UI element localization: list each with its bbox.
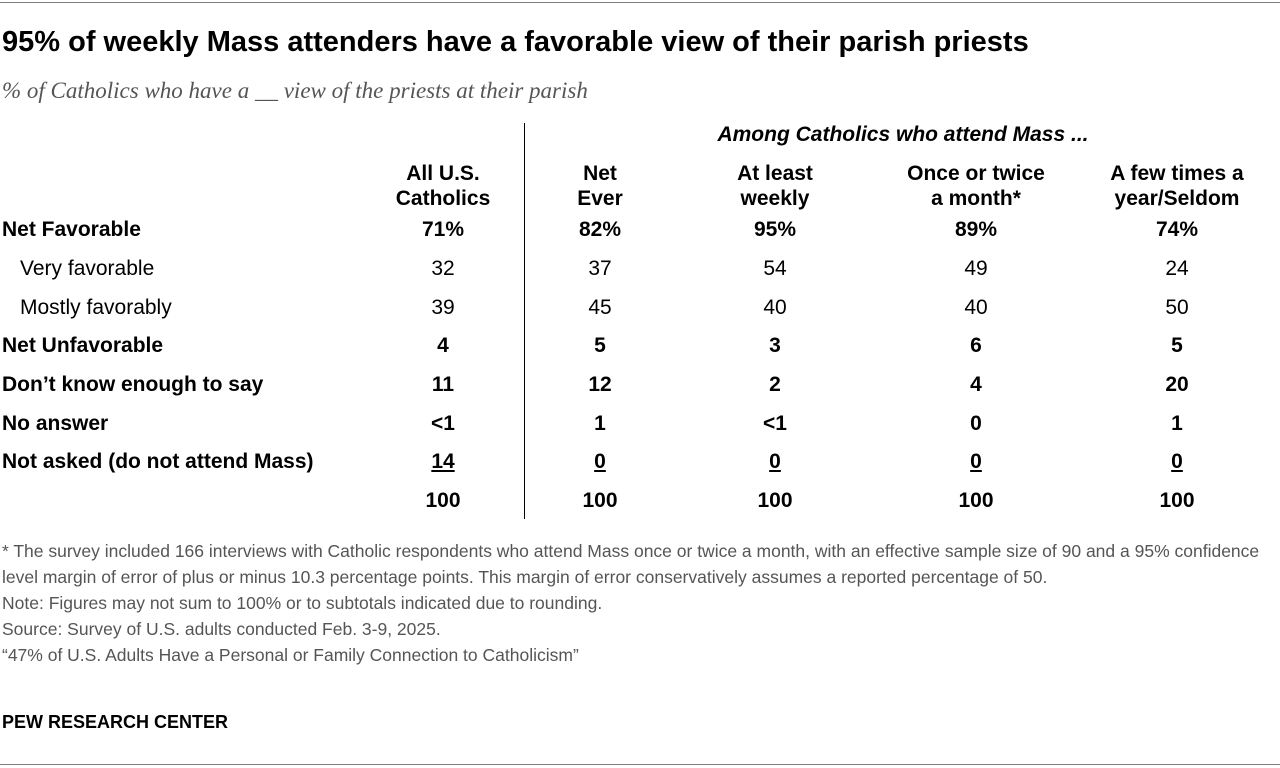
table-cell: 2 [769, 373, 781, 396]
row-label: Net Unfavorable [2, 334, 164, 357]
table-row: No answer <1 1 <1 0 1 [0, 409, 1280, 439]
column-header-line: All U.S. [406, 162, 480, 185]
row-label: Net Favorable [2, 218, 141, 241]
table-cell: 100 [958, 489, 994, 512]
row-label: Don’t know enough to say [2, 373, 264, 396]
column-header-line: Ever [577, 187, 623, 210]
footnote-source: Source: Survey of U.S. adults conducted … [2, 619, 441, 639]
column-header-line: Net [583, 162, 617, 185]
table-cell: 0 [970, 450, 982, 473]
table-cell: 3 [769, 334, 781, 357]
column-header-line: weekly [740, 187, 810, 210]
table-cell: 71% [421, 218, 465, 241]
column-header-line: A few times a [1110, 162, 1244, 185]
column-header: Net Ever [500, 161, 700, 211]
row-label: No answer [2, 412, 109, 435]
table-cell: 0 [1171, 450, 1183, 473]
table-cell: 32 [431, 257, 455, 280]
table-cell: 0 [769, 450, 781, 473]
brand-label: PEW RESEARCH CENTER [2, 712, 229, 732]
table-cell: 100 [1159, 489, 1195, 512]
table-cell: 0 [594, 450, 606, 473]
table-cell: 82% [578, 218, 622, 241]
table-row: Mostly favorably 39 45 40 40 50 [0, 293, 1280, 323]
row-label: Very favorable [20, 257, 155, 280]
column-header: All U.S. Catholics [343, 161, 543, 211]
table-cell: 4 [970, 373, 982, 396]
bottom-rule [0, 764, 1280, 765]
table-cell: 100 [757, 489, 793, 512]
table-cell: 74% [1155, 218, 1199, 241]
table-cell: 1 [594, 412, 606, 435]
table-cell: 4 [437, 334, 449, 357]
table-cell: 1 [1171, 412, 1183, 435]
table-row: Net Unfavorable 4 5 3 6 5 [0, 331, 1280, 361]
column-header: Once or twice a month* [876, 161, 1076, 211]
table-cell: 5 [594, 334, 606, 357]
table-cell: 100 [582, 489, 618, 512]
table-cell: 40 [763, 296, 787, 319]
table-cell: 49 [964, 257, 988, 280]
column-header-line: year/Seldom [1114, 187, 1240, 210]
table-cell: 6 [970, 334, 982, 357]
table-row: 100 100 100 100 100 [0, 486, 1280, 516]
footnote-report-title: “47% of U.S. Adults Have a Personal or F… [2, 645, 579, 665]
column-divider [524, 123, 525, 519]
column-header: At least weekly [675, 161, 875, 211]
table-row: Net Favorable 71% 82% 95% 89% 74% [0, 215, 1280, 245]
chart-subtitle: % of Catholics who have a __ view of the… [2, 78, 588, 103]
table-cell: <1 [763, 412, 787, 435]
table-cell: 45 [588, 296, 612, 319]
table-row: Not asked (do not attend Mass) 14 0 0 0 0 [0, 447, 1280, 477]
table-cell: 37 [588, 257, 612, 280]
column-header-line: At least [737, 162, 813, 185]
row-label: Mostly favorably [20, 296, 172, 319]
table-cell: 89% [954, 218, 998, 241]
table-cell: 20 [1165, 373, 1189, 396]
table-cell: 24 [1165, 257, 1189, 280]
column-header-line: Once or twice [907, 162, 1045, 185]
column-header-line: Catholics [395, 187, 491, 210]
column-header-line: a month* [931, 187, 1021, 210]
table-cell: 14 [431, 450, 455, 473]
table-cell: 39 [431, 296, 455, 319]
footnote-note: Note: Figures may not sum to 100% or to … [2, 593, 603, 613]
top-rule [0, 2, 1280, 3]
footnotes: * The survey included 166 interviews wit… [2, 538, 1278, 668]
table-row: Very favorable 32 37 54 49 24 [0, 254, 1280, 284]
table-cell: 12 [588, 373, 612, 396]
table-cell: 54 [763, 257, 787, 280]
column-header: A few times a year/Seldom [1077, 161, 1277, 211]
table-row: Don’t know enough to say 11 12 2 4 20 [0, 370, 1280, 400]
footnote-asterisk: * The survey included 166 interviews wit… [2, 541, 1260, 587]
column-group-label: Among Catholics who attend Mass ... [717, 123, 1089, 146]
table-cell: <1 [431, 412, 455, 435]
table-cell: 50 [1165, 296, 1189, 319]
table-cell: 40 [964, 296, 988, 319]
chart-title: 95% of weekly Mass attenders have a favo… [2, 26, 1029, 58]
table-cell: 95% [753, 218, 797, 241]
table-cell: 0 [970, 412, 982, 435]
row-label: Not asked (do not attend Mass) [2, 450, 314, 473]
table-cell: 100 [425, 489, 461, 512]
table-cell: 5 [1171, 334, 1183, 357]
table-cell: 11 [431, 373, 455, 396]
